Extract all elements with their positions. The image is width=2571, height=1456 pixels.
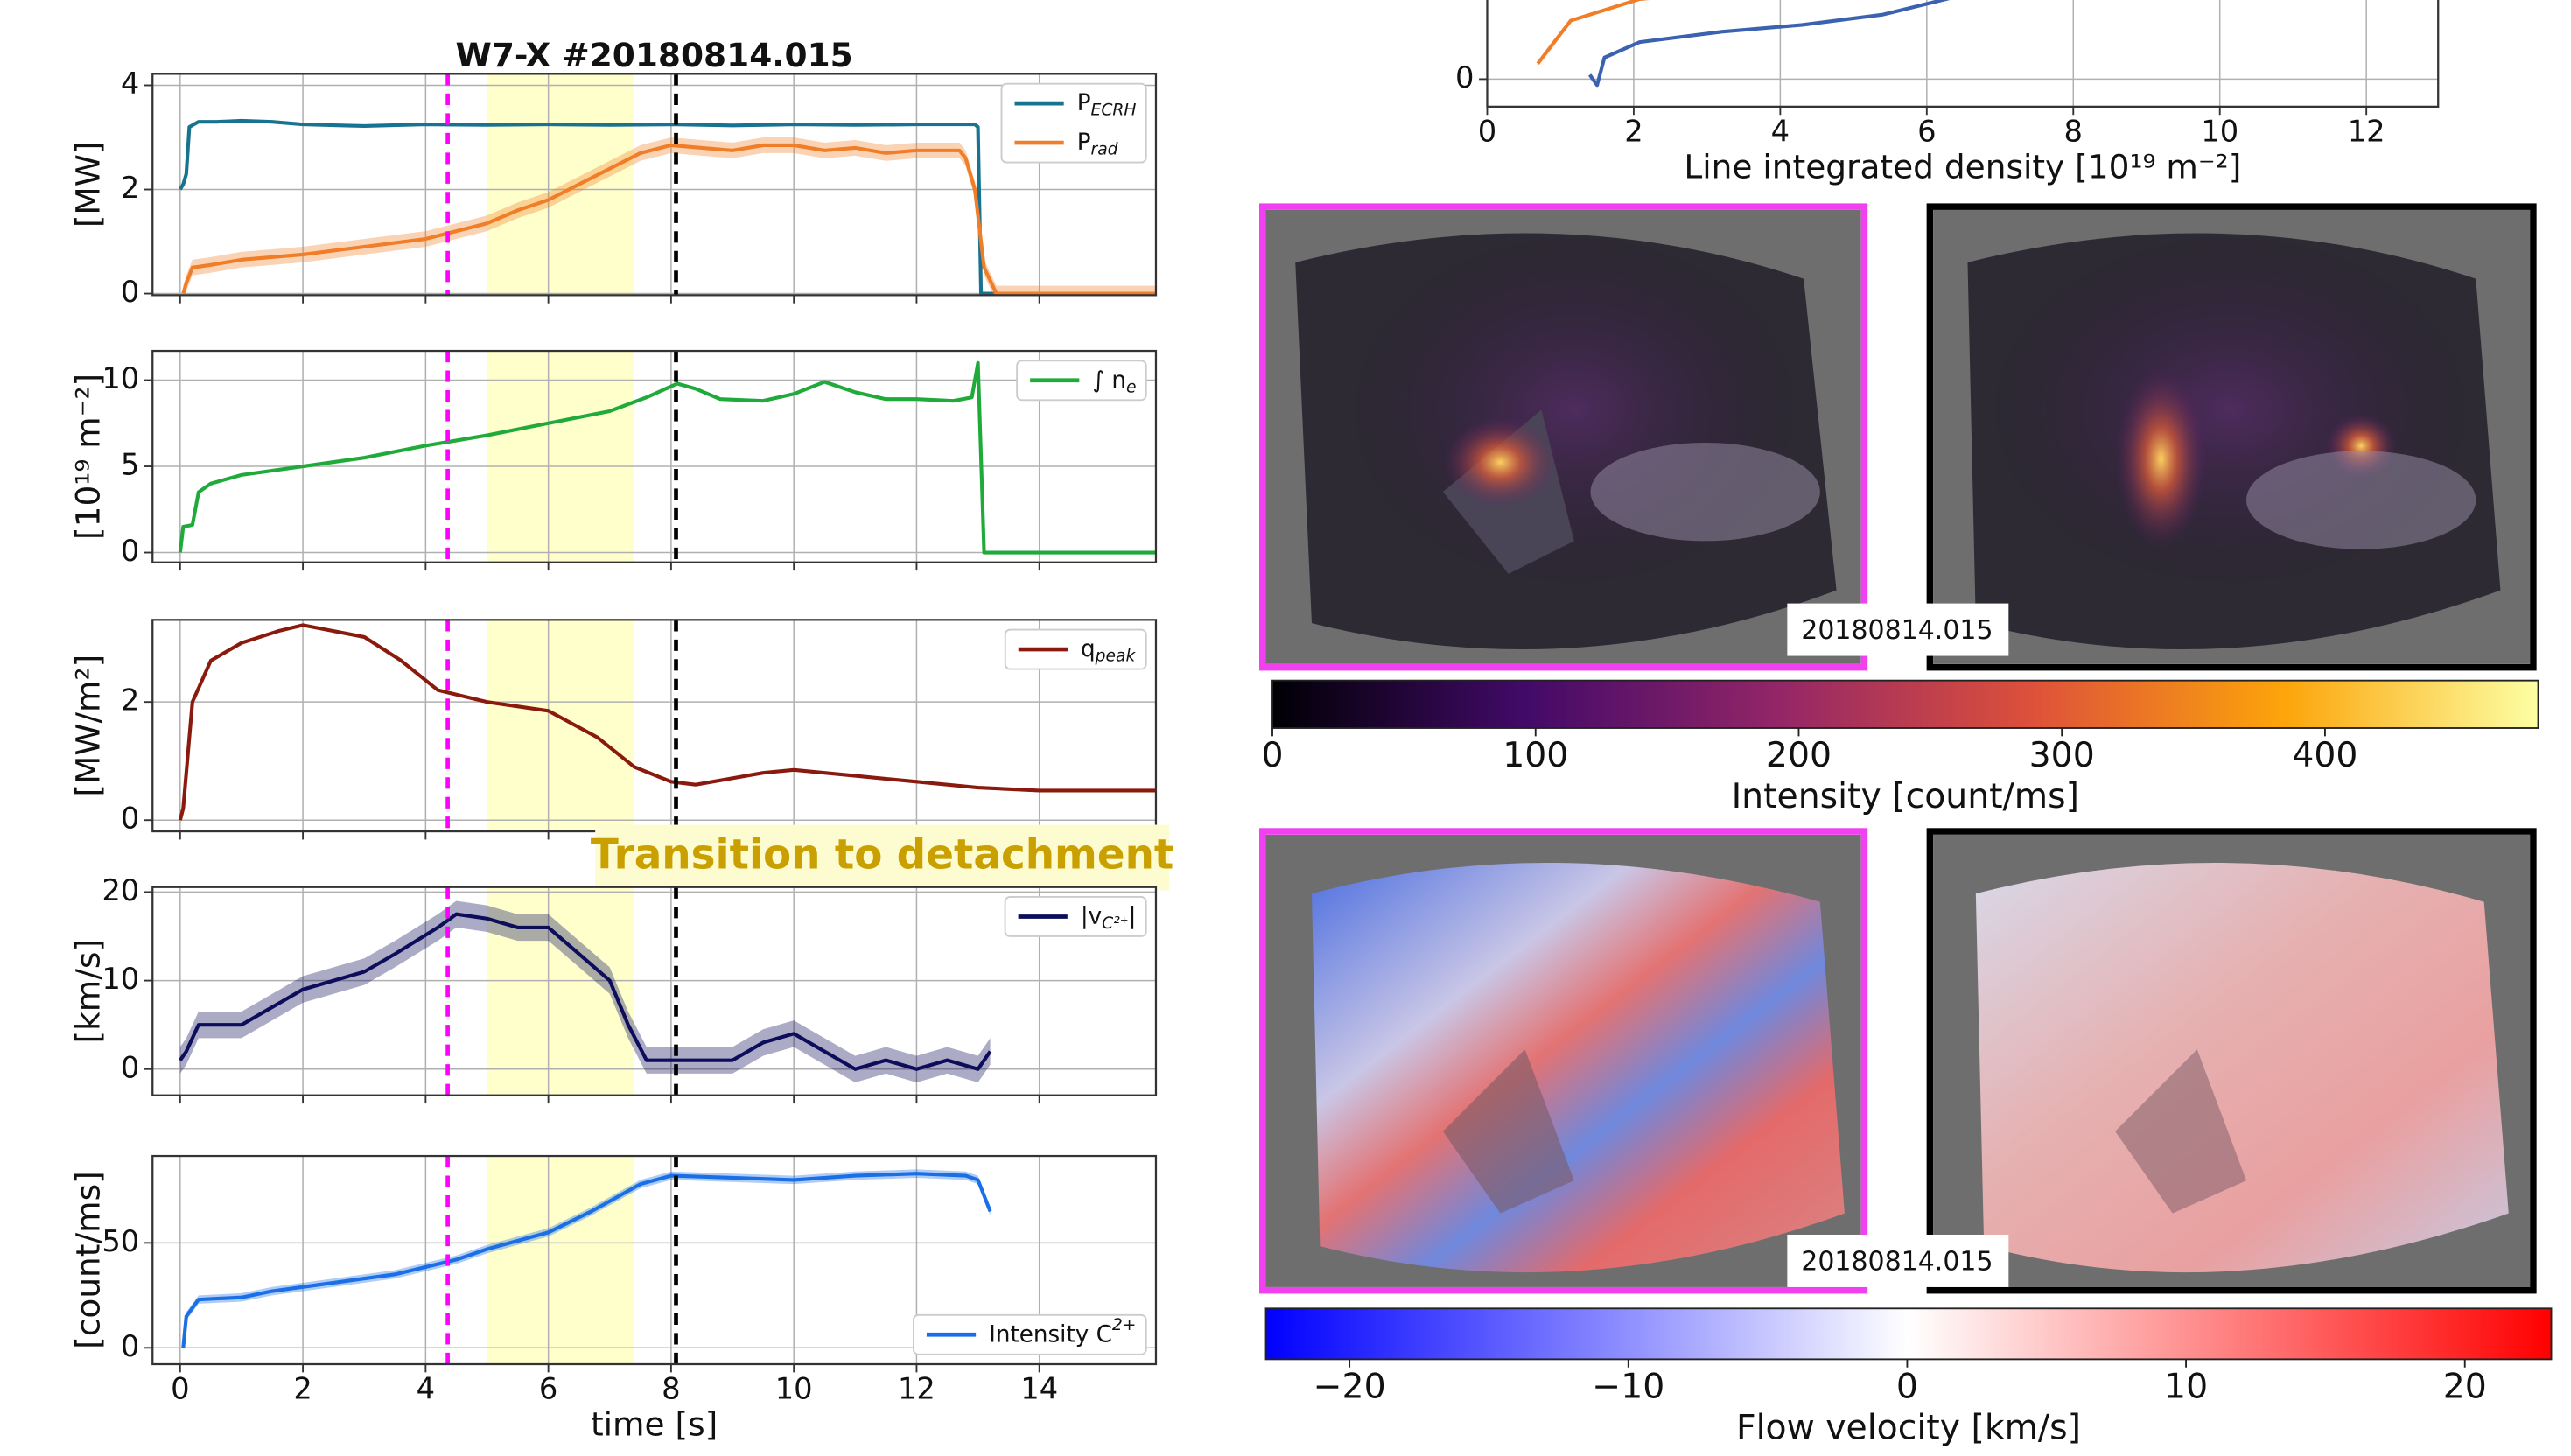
- highlight-span: [487, 1156, 634, 1364]
- colorbar: [1266, 1308, 2552, 1359]
- y-tick-label: 5: [121, 448, 139, 482]
- annotation: Transition to detachment: [591, 832, 1174, 879]
- legend-subscript: rad: [1091, 140, 1118, 158]
- y-axis-label: [count/ms]: [69, 1171, 108, 1349]
- y-tick-label: 2: [121, 171, 139, 205]
- y-axis-label: [km/s]: [69, 939, 108, 1044]
- x-tick-label: 12: [898, 1371, 935, 1405]
- x-tick-label: 10: [2201, 114, 2238, 148]
- x-tick-label: 12: [2348, 114, 2385, 148]
- y-axis-label: [10¹⁹ m⁻²]: [69, 374, 108, 540]
- plot-area: [1487, 0, 2438, 107]
- legend-suffix: |: [1129, 903, 1137, 929]
- y-tick-label: 50: [102, 1224, 139, 1258]
- legend-subscript: C²⁺: [1102, 914, 1128, 932]
- y-tick-label: 0: [121, 275, 139, 309]
- y-axis-label: [MW/m²]: [69, 654, 108, 797]
- x-tick-label: 2: [293, 1371, 312, 1405]
- legend: |vC²⁺|: [1005, 897, 1146, 936]
- colorbar-label: Intensity [count/ms]: [1732, 776, 2079, 816]
- legend: Intensity C2+: [914, 1315, 1146, 1354]
- legend: ∫ ne: [1017, 360, 1146, 400]
- x-tick-label: 8: [662, 1371, 680, 1405]
- shot-label: 20180814.015: [1801, 1246, 1993, 1277]
- y-tick-label: 10: [102, 962, 139, 996]
- x-tick-label: 2: [1624, 114, 1643, 148]
- x-tick-label: 6: [1917, 114, 1936, 148]
- x-tick-label: 100: [1503, 735, 1568, 775]
- y-tick-label: 0: [121, 802, 139, 836]
- legend-name: P: [1077, 130, 1091, 156]
- page: 20180814.015 20180814.015 0 2 4 PECRHPrad W7…: [0, 0, 2571, 1456]
- y-tick-label: 10: [102, 361, 139, 396]
- y-tick-label: 0: [121, 1329, 139, 1363]
- figure: 20180814.015 20180814.015 0 2 4 PECRHPrad W7…: [0, 0, 2571, 1456]
- x-tick-label: 200: [1766, 735, 1832, 775]
- x-tick-label: 0: [1261, 735, 1283, 775]
- legend-superscript: 2+: [1112, 1316, 1137, 1334]
- chart-title: W7-X #20180814.015: [455, 36, 852, 74]
- camera-view-flow-left: [1266, 835, 1861, 1287]
- x-tick-label: 0: [1896, 1367, 1918, 1407]
- x-axis-label: Line integrated density [10¹⁹ m⁻²]: [1684, 148, 2241, 186]
- x-tick-label: 6: [539, 1371, 557, 1405]
- highlight-span: [487, 620, 634, 831]
- y-tick-label: 20: [102, 873, 139, 907]
- x-tick-label: 400: [2292, 735, 2357, 775]
- legend-name: P: [1077, 90, 1091, 116]
- highlight-span: [487, 74, 634, 295]
- legend: qpeak: [1005, 630, 1146, 669]
- shot-label: 20180814.015: [1801, 615, 1993, 646]
- x-tick-label: −10: [1592, 1367, 1664, 1407]
- x-tick-label: 300: [2029, 735, 2095, 775]
- camera-view-flow-right: [1933, 835, 2530, 1287]
- legend-name: ∫ n: [1092, 367, 1126, 393]
- x-tick-label: 10: [2164, 1367, 2208, 1407]
- colorbar: [1272, 681, 2539, 728]
- legend-box: [1002, 84, 1146, 163]
- x-tick-label: 10: [775, 1371, 813, 1405]
- y-axis-label: [MW]: [69, 142, 108, 228]
- legend-subscript: e: [1126, 378, 1137, 396]
- legend-name: |v: [1081, 903, 1102, 929]
- x-tick-label: 14: [1020, 1371, 1058, 1405]
- x-tick-label: 20: [2443, 1367, 2487, 1407]
- highlight-span: [487, 351, 634, 563]
- y-tick-label: 0: [121, 534, 139, 568]
- x-tick-label: 4: [417, 1371, 435, 1405]
- legend-subscript: ECRH: [1091, 101, 1137, 119]
- x-tick-label: 4: [1771, 114, 1790, 148]
- legend-subscript: peak: [1095, 647, 1137, 665]
- camera-view-intensity-left: [1266, 210, 1861, 664]
- legend-name: Intensity C: [989, 1321, 1112, 1348]
- x-tick-label: 0: [1478, 114, 1496, 148]
- x-tick-label: 8: [2064, 114, 2083, 148]
- legend-name: q: [1081, 636, 1096, 662]
- y-tick-label: 0: [121, 1050, 139, 1084]
- x-tick-label: −20: [1314, 1367, 1386, 1407]
- camera-view-intensity-right: [1933, 210, 2530, 664]
- x-axis-label: time [s]: [591, 1405, 718, 1444]
- x-tick-label: 0: [171, 1371, 189, 1405]
- y-tick-label: 2: [121, 683, 139, 718]
- colorbar-label: Flow velocity [km/s]: [1736, 1407, 2081, 1447]
- y-tick-label: 4: [121, 66, 139, 101]
- y-tick-label: 0: [1455, 60, 1474, 94]
